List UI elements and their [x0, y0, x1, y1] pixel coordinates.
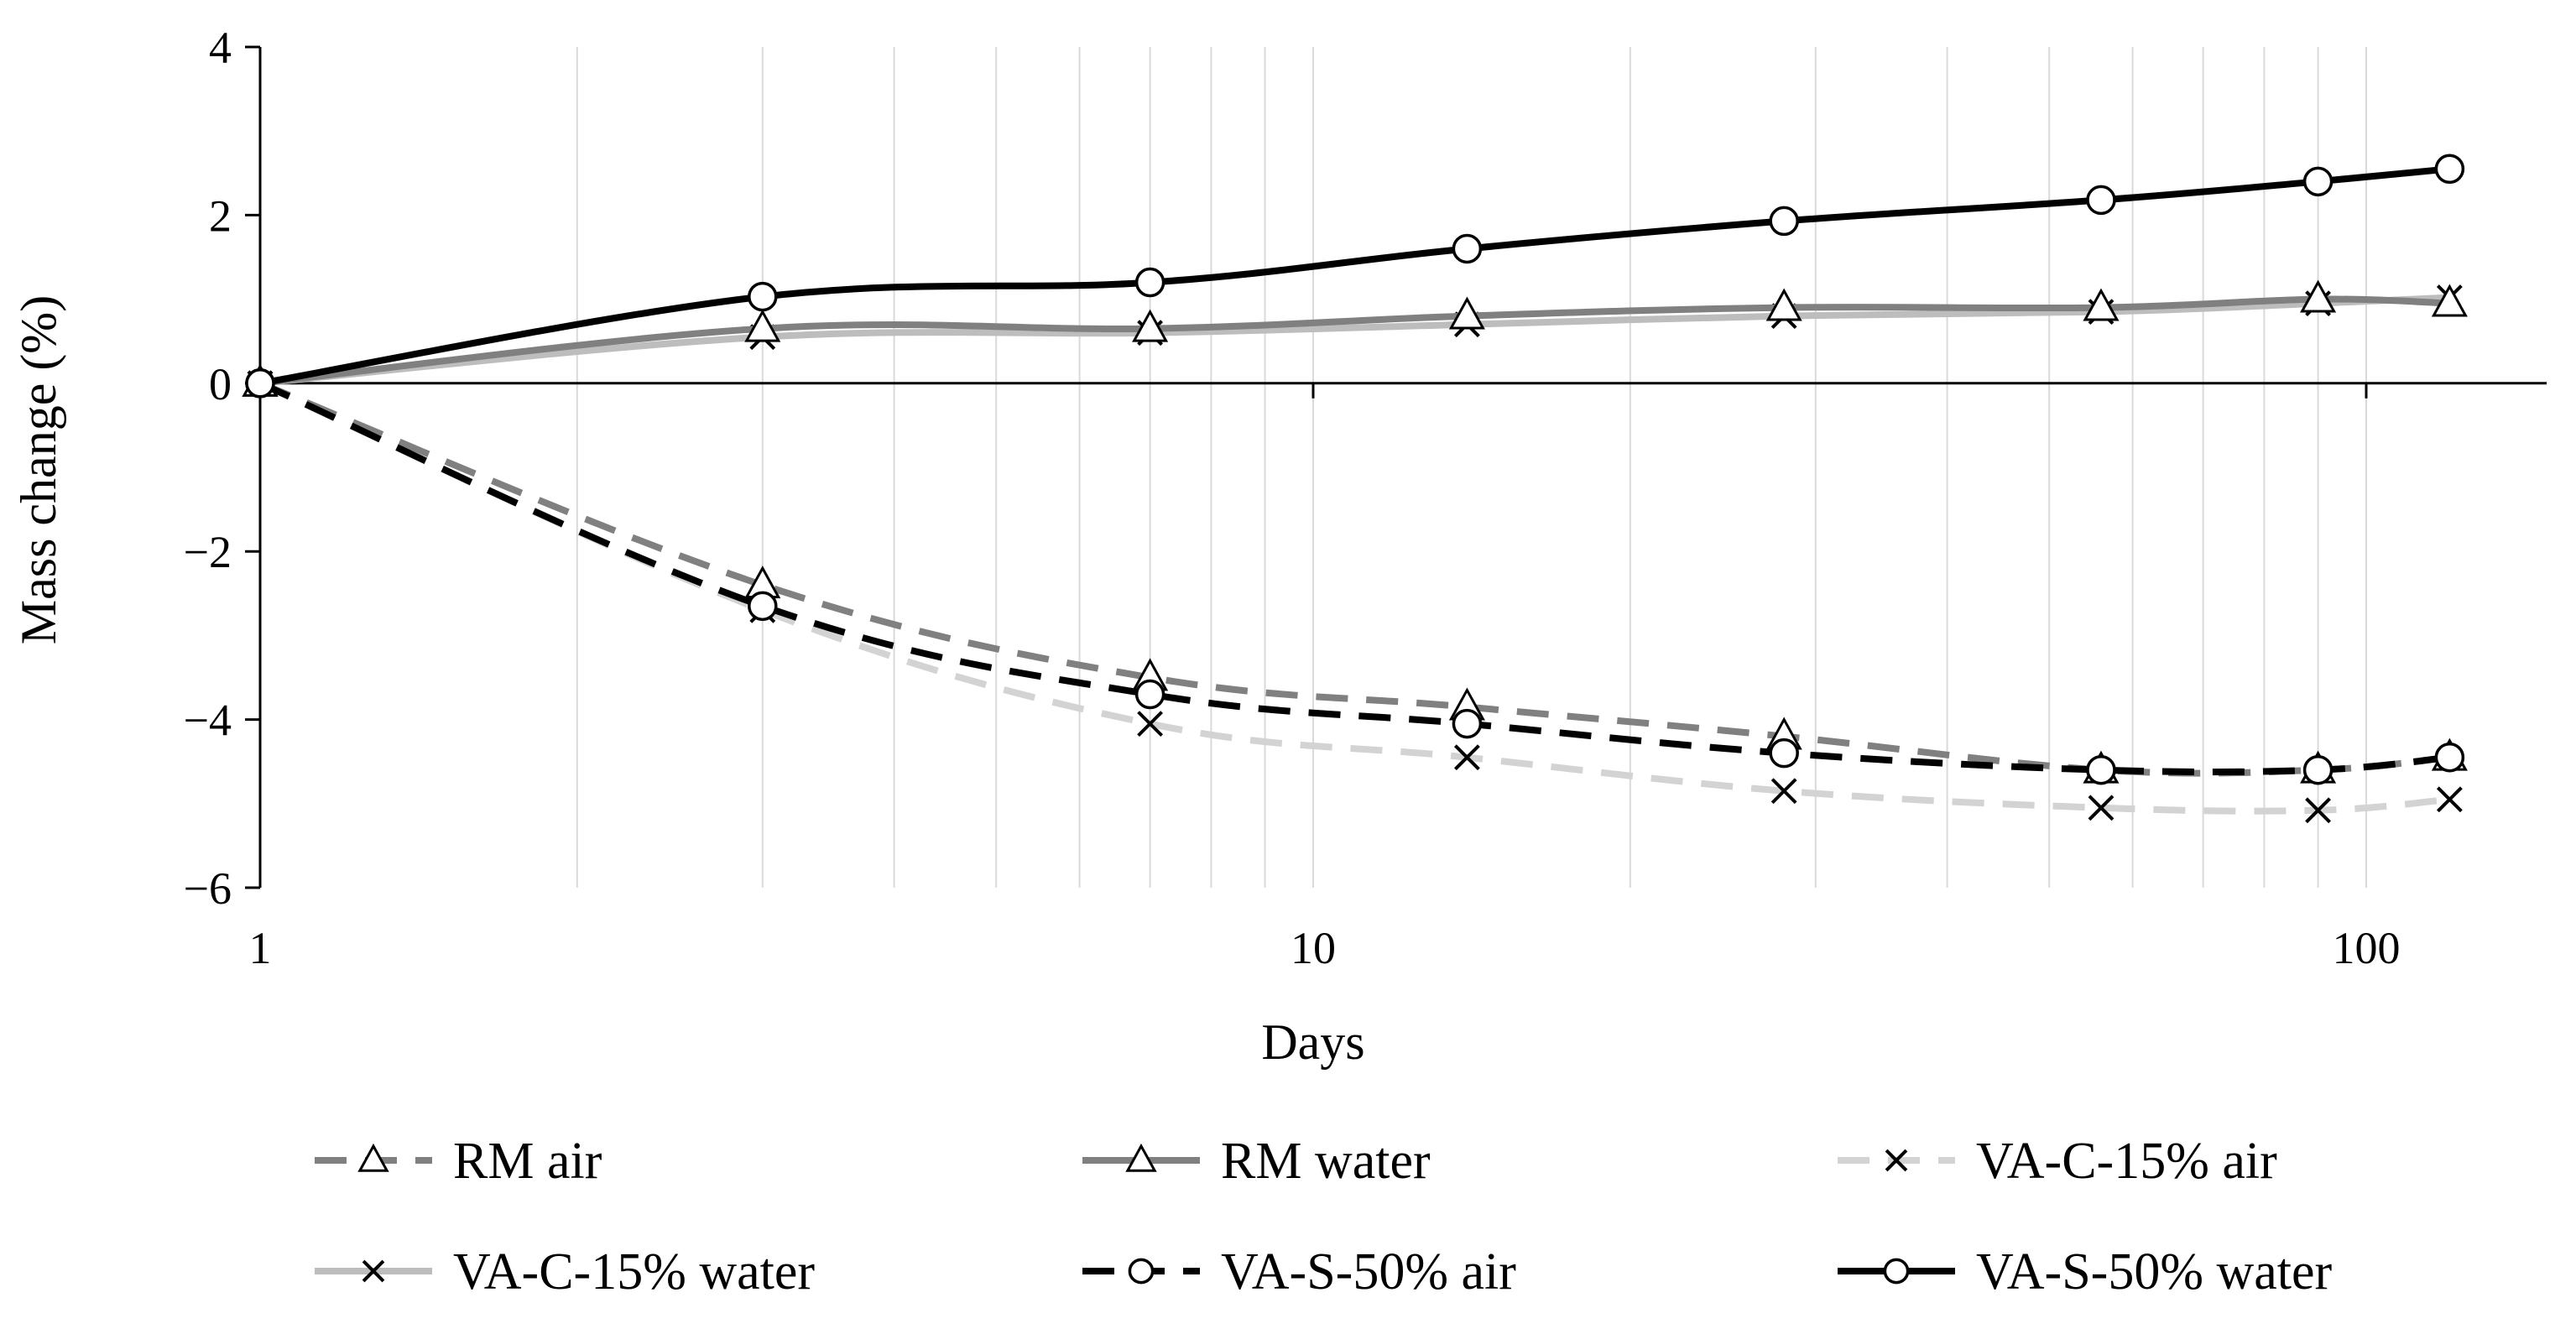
legend-item: VA-S-50% air: [1082, 1243, 1516, 1300]
legend-item: RM air: [315, 1133, 602, 1190]
series-line: [258, 380, 2450, 777]
series-line: [259, 165, 2450, 387]
legend-swatch-marker: [362, 1259, 385, 1283]
y-tick-label: −4: [184, 696, 232, 746]
legend-swatch-marker: [1125, 1143, 1157, 1172]
data-point: [245, 368, 275, 399]
data-point: [2083, 288, 2120, 321]
y-tick-label: 0: [209, 359, 232, 409]
data-point: [2302, 166, 2334, 197]
legend-label: VA-C-15% air: [1976, 1133, 2277, 1190]
y-tick-label: −2: [184, 527, 232, 577]
data-point: [1769, 206, 1799, 237]
x-tick-label: 100: [2333, 923, 2401, 973]
legend-item: VA-S-50% water: [1838, 1243, 2333, 1300]
series-line: [258, 380, 2450, 815]
series-va-s-50-water: [245, 154, 2465, 399]
data-point: [2088, 795, 2115, 821]
marker-x-stroke: [1453, 744, 1480, 771]
marker-x-stroke: [2436, 786, 2463, 813]
data-point: [2302, 754, 2334, 785]
data-point: [748, 591, 778, 622]
data-point: [1453, 744, 1480, 771]
data-point: [2305, 797, 2331, 824]
marker-x-stroke: [1885, 1149, 1908, 1172]
data-point: [2434, 742, 2465, 773]
series-va-s-50-air: [245, 368, 2465, 785]
legend-item: VA-C-15% air: [1838, 1133, 2277, 1190]
x-axis-title: Days: [1261, 1014, 1364, 1070]
legend-swatch-marker: [1128, 1258, 1155, 1285]
data-point: [744, 309, 781, 342]
data-point: [2086, 185, 2116, 216]
y-tick-label: −6: [184, 863, 232, 914]
data-point: [2431, 284, 2468, 317]
legend-swatch-marker: [357, 1143, 389, 1172]
legend-label: VA-C-15% water: [453, 1243, 815, 1300]
grid-layer: [576, 47, 2367, 888]
series-rm-water: [242, 279, 2468, 397]
y-tick-label: 2: [209, 190, 232, 241]
data-point: [1452, 708, 1483, 739]
legend-label: VA-S-50% air: [1221, 1243, 1516, 1300]
series-va-c-15-water: [247, 284, 2463, 397]
data-point: [2300, 279, 2337, 313]
data-point: [2436, 786, 2463, 813]
legend-item: RM water: [1082, 1133, 1431, 1190]
axes-layer: [245, 45, 2547, 889]
legend-label: RM water: [1221, 1133, 1431, 1190]
series-line: [258, 380, 2450, 776]
data-point: [1134, 679, 1165, 710]
marker-x-stroke: [1770, 778, 1797, 805]
legend-swatch-marker: [1885, 1149, 1908, 1172]
marker-x-stroke: [2088, 795, 2115, 821]
data-point: [2434, 154, 2465, 185]
x-tick-label: 1: [249, 923, 272, 973]
data-point: [1770, 778, 1797, 805]
data-point: [1137, 711, 1164, 737]
marker-x-stroke: [1137, 711, 1164, 737]
series-line: [259, 294, 2450, 387]
data-point: [1452, 233, 1483, 264]
y-axis-title: Mass change (%): [11, 295, 66, 645]
data-point: [748, 281, 778, 312]
data-point: [1765, 288, 1802, 321]
legend: RM air RM water VA-C-15% air VA-C-15% water…: [315, 1133, 2333, 1300]
legend-item: VA-C-15% water: [315, 1243, 815, 1300]
marker-x-stroke: [362, 1259, 385, 1283]
data-point: [1132, 309, 1169, 342]
series-line: [259, 295, 2450, 387]
data-point: [1134, 267, 1165, 298]
data-point: [1769, 737, 1799, 769]
series-va-c-15-air: [247, 370, 2463, 824]
y-tick-label: 4: [209, 23, 232, 73]
legend-label: RM air: [453, 1133, 602, 1190]
data-point: [2086, 754, 2116, 785]
legend-label: VA-S-50% water: [1976, 1243, 2333, 1300]
series-layer: [242, 154, 2468, 824]
tick-label-layer: 4 2 0 −2 −4 −6 1 10 100: [184, 23, 2401, 973]
marker-x-stroke: [2305, 797, 2331, 824]
data-point: [1448, 296, 1485, 330]
x-tick-label: 10: [1291, 923, 1336, 973]
legend-swatch-marker: [1883, 1258, 1910, 1285]
